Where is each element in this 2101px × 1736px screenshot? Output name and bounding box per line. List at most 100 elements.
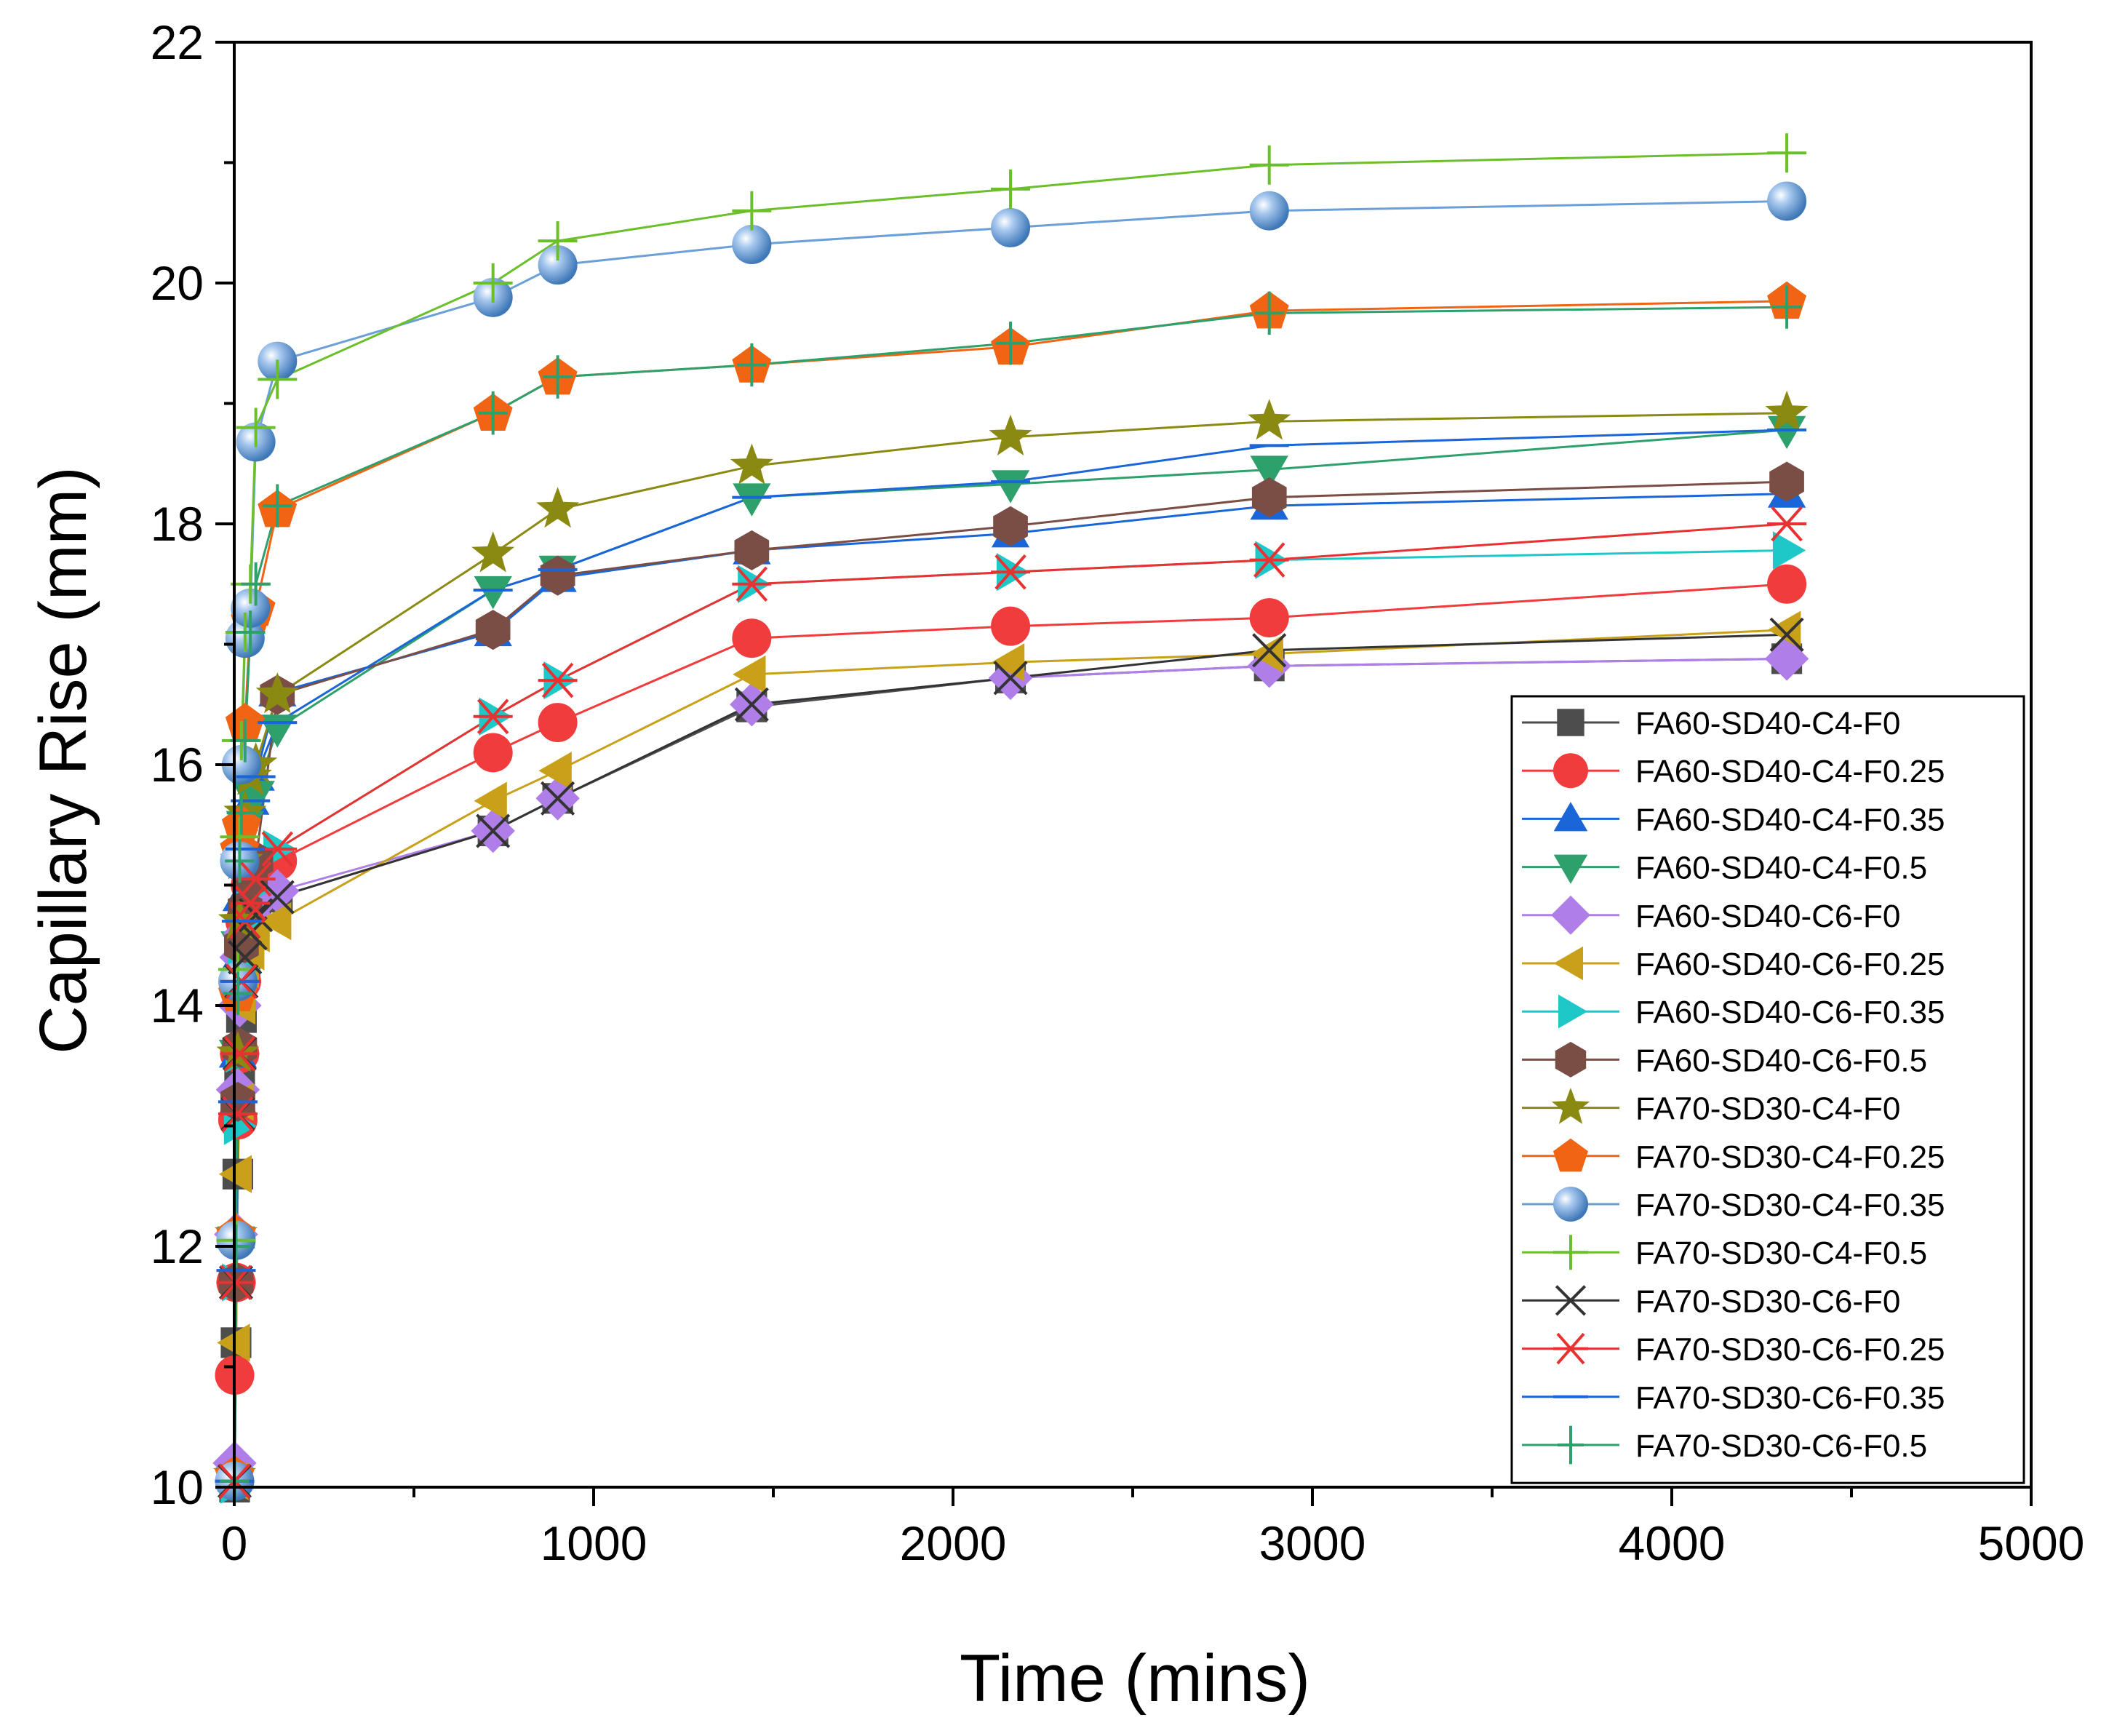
data-point (1252, 633, 1287, 668)
legend-marker (1553, 1235, 1588, 1270)
legend-label: FA60-SD40-C6-F0 (1635, 899, 1900, 934)
data-point (734, 687, 769, 722)
data-point (263, 484, 292, 527)
data-point (1772, 531, 1806, 570)
legend-marker (1557, 709, 1584, 736)
legend-label: FA60-SD40-C6-F0.5 (1635, 1043, 1927, 1078)
legend-entry: FA60-SD40-C4-F0 (1522, 706, 1900, 741)
data-point (220, 1035, 260, 1072)
data-point (473, 263, 513, 303)
legend-entry: FA60-SD40-C4-F0.5 (1522, 851, 1927, 886)
legend-label: FA70-SD30-C4-F0.25 (1635, 1139, 1945, 1175)
data-point (538, 245, 578, 285)
data-point (236, 861, 276, 897)
data-point (538, 221, 578, 261)
data-point (1251, 477, 1287, 518)
legend-marker (1553, 854, 1588, 884)
data-point (471, 531, 515, 573)
data-point (991, 606, 1031, 646)
data-point (226, 791, 257, 835)
legend-entry: FA70-SD30-C4-F0.25 (1522, 1138, 1945, 1175)
data-point (225, 839, 255, 883)
legend-label: FA70-SD30-C6-F0.35 (1635, 1380, 1945, 1416)
y-tick-label: 18 (151, 497, 204, 551)
legend-label: FA70-SD30-C4-F0.5 (1635, 1235, 1927, 1271)
data-point (1249, 191, 1289, 231)
data-point (1767, 181, 1807, 221)
data-point (241, 562, 271, 606)
legend-label: FA60-SD40-C4-F0 (1635, 706, 1900, 741)
data-point (538, 662, 578, 698)
legend-label: FA60-SD40-C4-F0.35 (1635, 802, 1945, 837)
data-point (1248, 399, 1291, 440)
data-point (1249, 542, 1289, 578)
legend-entry: FA70-SD30-C4-F0.5 (1522, 1235, 1927, 1271)
legend-label: FA60-SD40-C6-F0.25 (1635, 947, 1945, 982)
data-point (1249, 598, 1289, 638)
legend-marker (1558, 1425, 1584, 1465)
legend-entry: FA60-SD40-C4-F0.35 (1522, 802, 1945, 837)
legend-marker (1558, 994, 1588, 1029)
legend-entry: FA60-SD40-C4-F0.25 (1522, 753, 1945, 789)
x-axis-title: Time (mins) (960, 1641, 1310, 1716)
legend-entry: FA60-SD40-C6-F0.5 (1522, 1041, 1927, 1078)
data-point (473, 698, 513, 735)
y-tick-label: 22 (151, 15, 204, 69)
data-point (991, 554, 1031, 590)
legend-marker (1553, 1138, 1588, 1172)
data-point (991, 169, 1031, 209)
legend-entry: FA60-SD40-C6-F0.25 (1522, 946, 1945, 982)
data-point (1767, 133, 1807, 173)
legend-marker (1553, 753, 1588, 789)
data-point (536, 487, 580, 528)
x-tick-label: 4000 (1619, 1516, 1726, 1570)
legend-box (1510, 695, 2025, 1484)
x-tick-label: 0 (221, 1516, 248, 1570)
data-point (1254, 291, 1284, 335)
data-point (231, 885, 271, 921)
legend: FA60-SD40-C4-F0 FA60-SD40-C4-F0.25 FA60-SD… (1510, 695, 2025, 1484)
legend-marker (1551, 895, 1590, 935)
legend-label: FA70-SD30-C6-F0.25 (1635, 1332, 1945, 1368)
legend-marker (1553, 946, 1583, 981)
legend-label: FA70-SD30-C6-F0.5 (1635, 1428, 1927, 1464)
data-point (1769, 461, 1804, 502)
data-point (737, 343, 767, 387)
data-point (732, 618, 772, 658)
legend-label: FA70-SD30-C6-F0 (1635, 1283, 1900, 1319)
data-point (260, 880, 295, 915)
legend-marker (1553, 1187, 1588, 1222)
legend-marker (1551, 1088, 1590, 1124)
legend-marker (1553, 1332, 1588, 1365)
data-point (258, 359, 298, 399)
data-point (231, 588, 271, 628)
data-point (543, 355, 573, 399)
data-point (733, 483, 771, 517)
y-tick-label: 12 (151, 1219, 204, 1273)
y-tick-label: 10 (151, 1460, 204, 1514)
legend-label: FA60-SD40-C4-F0.5 (1635, 851, 1927, 886)
data-point (258, 902, 292, 941)
legend-label: FA60-SD40-C4-F0.25 (1635, 754, 1945, 789)
data-point (1769, 617, 1804, 652)
legend-entry: FA70-SD30-C6-F0 (1522, 1283, 1900, 1319)
legend-entry: FA70-SD30-C6-F0.25 (1522, 1332, 1945, 1368)
data-point (540, 555, 575, 596)
data-point (221, 745, 261, 784)
data-point (991, 207, 1031, 247)
data-point (538, 703, 578, 743)
y-tick-label: 14 (151, 979, 204, 1032)
legend-entry: FA60-SD40-C6-F0.35 (1522, 994, 1945, 1030)
data-point (223, 971, 253, 1016)
data-point (474, 781, 507, 820)
legend-entry: FA70-SD30-C4-F0 (1522, 1088, 1900, 1127)
data-point (1771, 285, 1802, 329)
data-point (538, 752, 572, 790)
data-point (1767, 506, 1807, 542)
data-point (1765, 390, 1809, 431)
legend-label: FA60-SD40-C6-F0.35 (1635, 995, 1945, 1030)
data-point (541, 781, 575, 816)
data-point (1764, 637, 1809, 681)
legend-entry: FA60-SD40-C6-F0 (1522, 895, 1900, 935)
